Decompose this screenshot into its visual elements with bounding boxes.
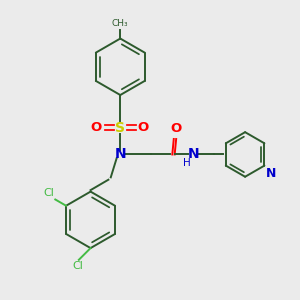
Text: H: H bbox=[183, 158, 191, 168]
Text: N: N bbox=[187, 148, 199, 161]
Text: N: N bbox=[266, 167, 276, 180]
Text: O: O bbox=[137, 121, 149, 134]
Text: O: O bbox=[170, 122, 182, 135]
Text: N: N bbox=[115, 148, 126, 161]
Text: Cl: Cl bbox=[73, 261, 84, 271]
Text: CH₃: CH₃ bbox=[112, 19, 129, 28]
Text: Cl: Cl bbox=[43, 188, 54, 198]
Text: S: S bbox=[115, 121, 125, 135]
Text: O: O bbox=[90, 121, 101, 134]
